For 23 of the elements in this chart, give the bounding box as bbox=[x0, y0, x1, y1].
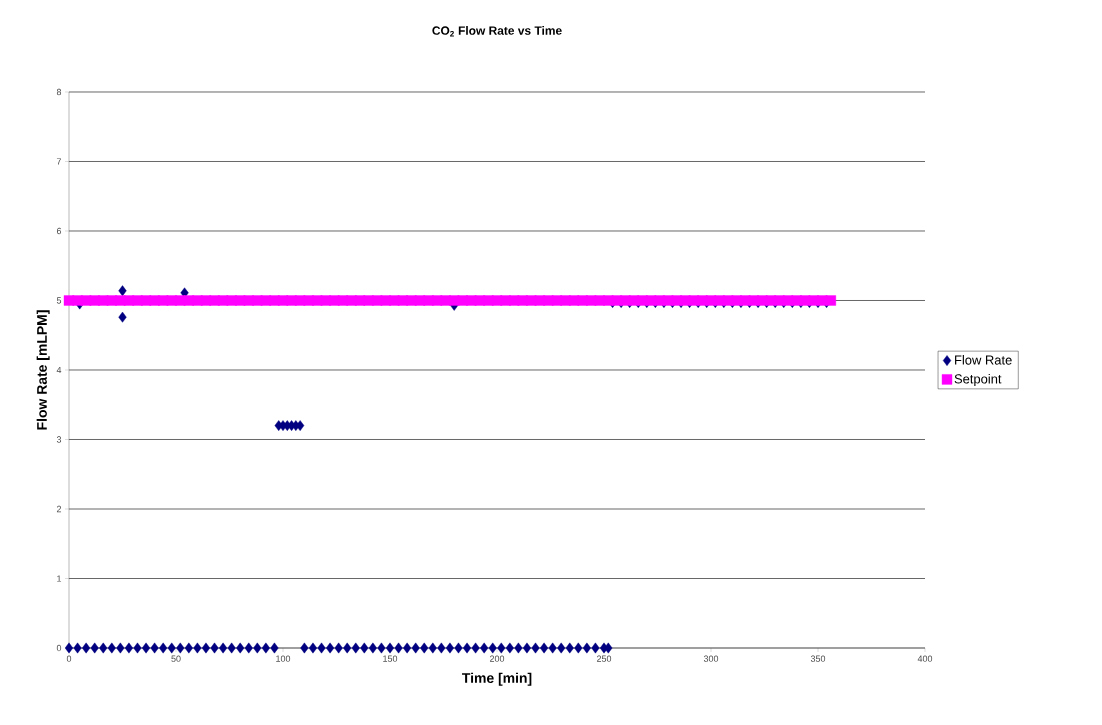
y-tick-label: 3 bbox=[56, 436, 62, 443]
legend-label: Setpoint bbox=[954, 373, 1002, 387]
chart-title: CO$_{2}$ Flow Rate vs Time bbox=[432, 26, 562, 37]
x-tick-label: 50 bbox=[171, 655, 181, 662]
y-tick-label: 5 bbox=[56, 297, 62, 304]
y-tick-label: 0 bbox=[56, 644, 62, 652]
y-tick-label: 6 bbox=[56, 227, 62, 235]
x-tick-label: 350 bbox=[810, 655, 826, 662]
x-tick-label: 100 bbox=[276, 655, 291, 662]
x-tick-label: 0 bbox=[66, 655, 72, 662]
y-tick-label: 4 bbox=[56, 366, 62, 374]
y-tick-label: 8 bbox=[56, 88, 62, 96]
x-tick-label: 250 bbox=[596, 655, 612, 662]
x-tick-label: 300 bbox=[703, 655, 719, 662]
y-tick-label: 7 bbox=[56, 158, 62, 165]
y-tick-label: 2 bbox=[56, 505, 62, 513]
x-tick-label: 150 bbox=[383, 655, 398, 662]
y-axis-title: Flow Rate [mLPM] bbox=[36, 310, 50, 430]
legend-label: Flow Rate bbox=[955, 355, 1012, 365]
x-tick-label: 400 bbox=[917, 655, 933, 662]
y-tick-label: 1 bbox=[57, 575, 62, 582]
x-axis-title: Time [min] bbox=[462, 672, 532, 686]
x-tick-label: 200 bbox=[489, 655, 505, 662]
